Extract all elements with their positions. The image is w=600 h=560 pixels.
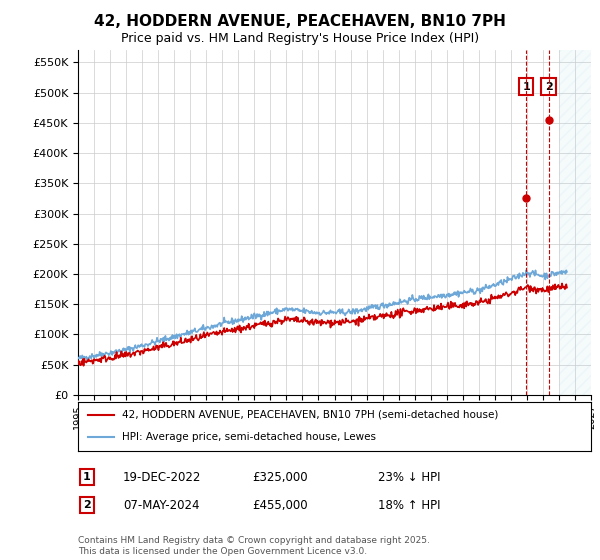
Text: HPI: Average price, semi-detached house, Lewes: HPI: Average price, semi-detached house,…	[122, 432, 376, 442]
Bar	[559, 50, 591, 395]
Text: 42, HODDERN AVENUE, PEACEHAVEN, BN10 7PH: 42, HODDERN AVENUE, PEACEHAVEN, BN10 7PH	[94, 14, 506, 29]
Text: 2: 2	[545, 82, 553, 92]
Text: 42, HODDERN AVENUE, PEACEHAVEN, BN10 7PH (semi-detached house): 42, HODDERN AVENUE, PEACEHAVEN, BN10 7PH…	[122, 410, 498, 420]
Text: 2: 2	[83, 500, 91, 510]
Text: 23% ↓ HPI: 23% ↓ HPI	[378, 470, 440, 484]
Text: 18% ↑ HPI: 18% ↑ HPI	[378, 498, 440, 512]
Text: 1: 1	[83, 472, 91, 482]
Text: 07-MAY-2024: 07-MAY-2024	[123, 498, 199, 512]
Text: Contains HM Land Registry data © Crown copyright and database right 2025.
This d: Contains HM Land Registry data © Crown c…	[78, 536, 430, 556]
Text: £455,000: £455,000	[252, 498, 308, 512]
Text: Price paid vs. HM Land Registry's House Price Index (HPI): Price paid vs. HM Land Registry's House …	[121, 32, 479, 45]
Text: 19-DEC-2022: 19-DEC-2022	[123, 470, 202, 484]
Text: £325,000: £325,000	[252, 470, 308, 484]
Text: 1: 1	[523, 82, 530, 92]
